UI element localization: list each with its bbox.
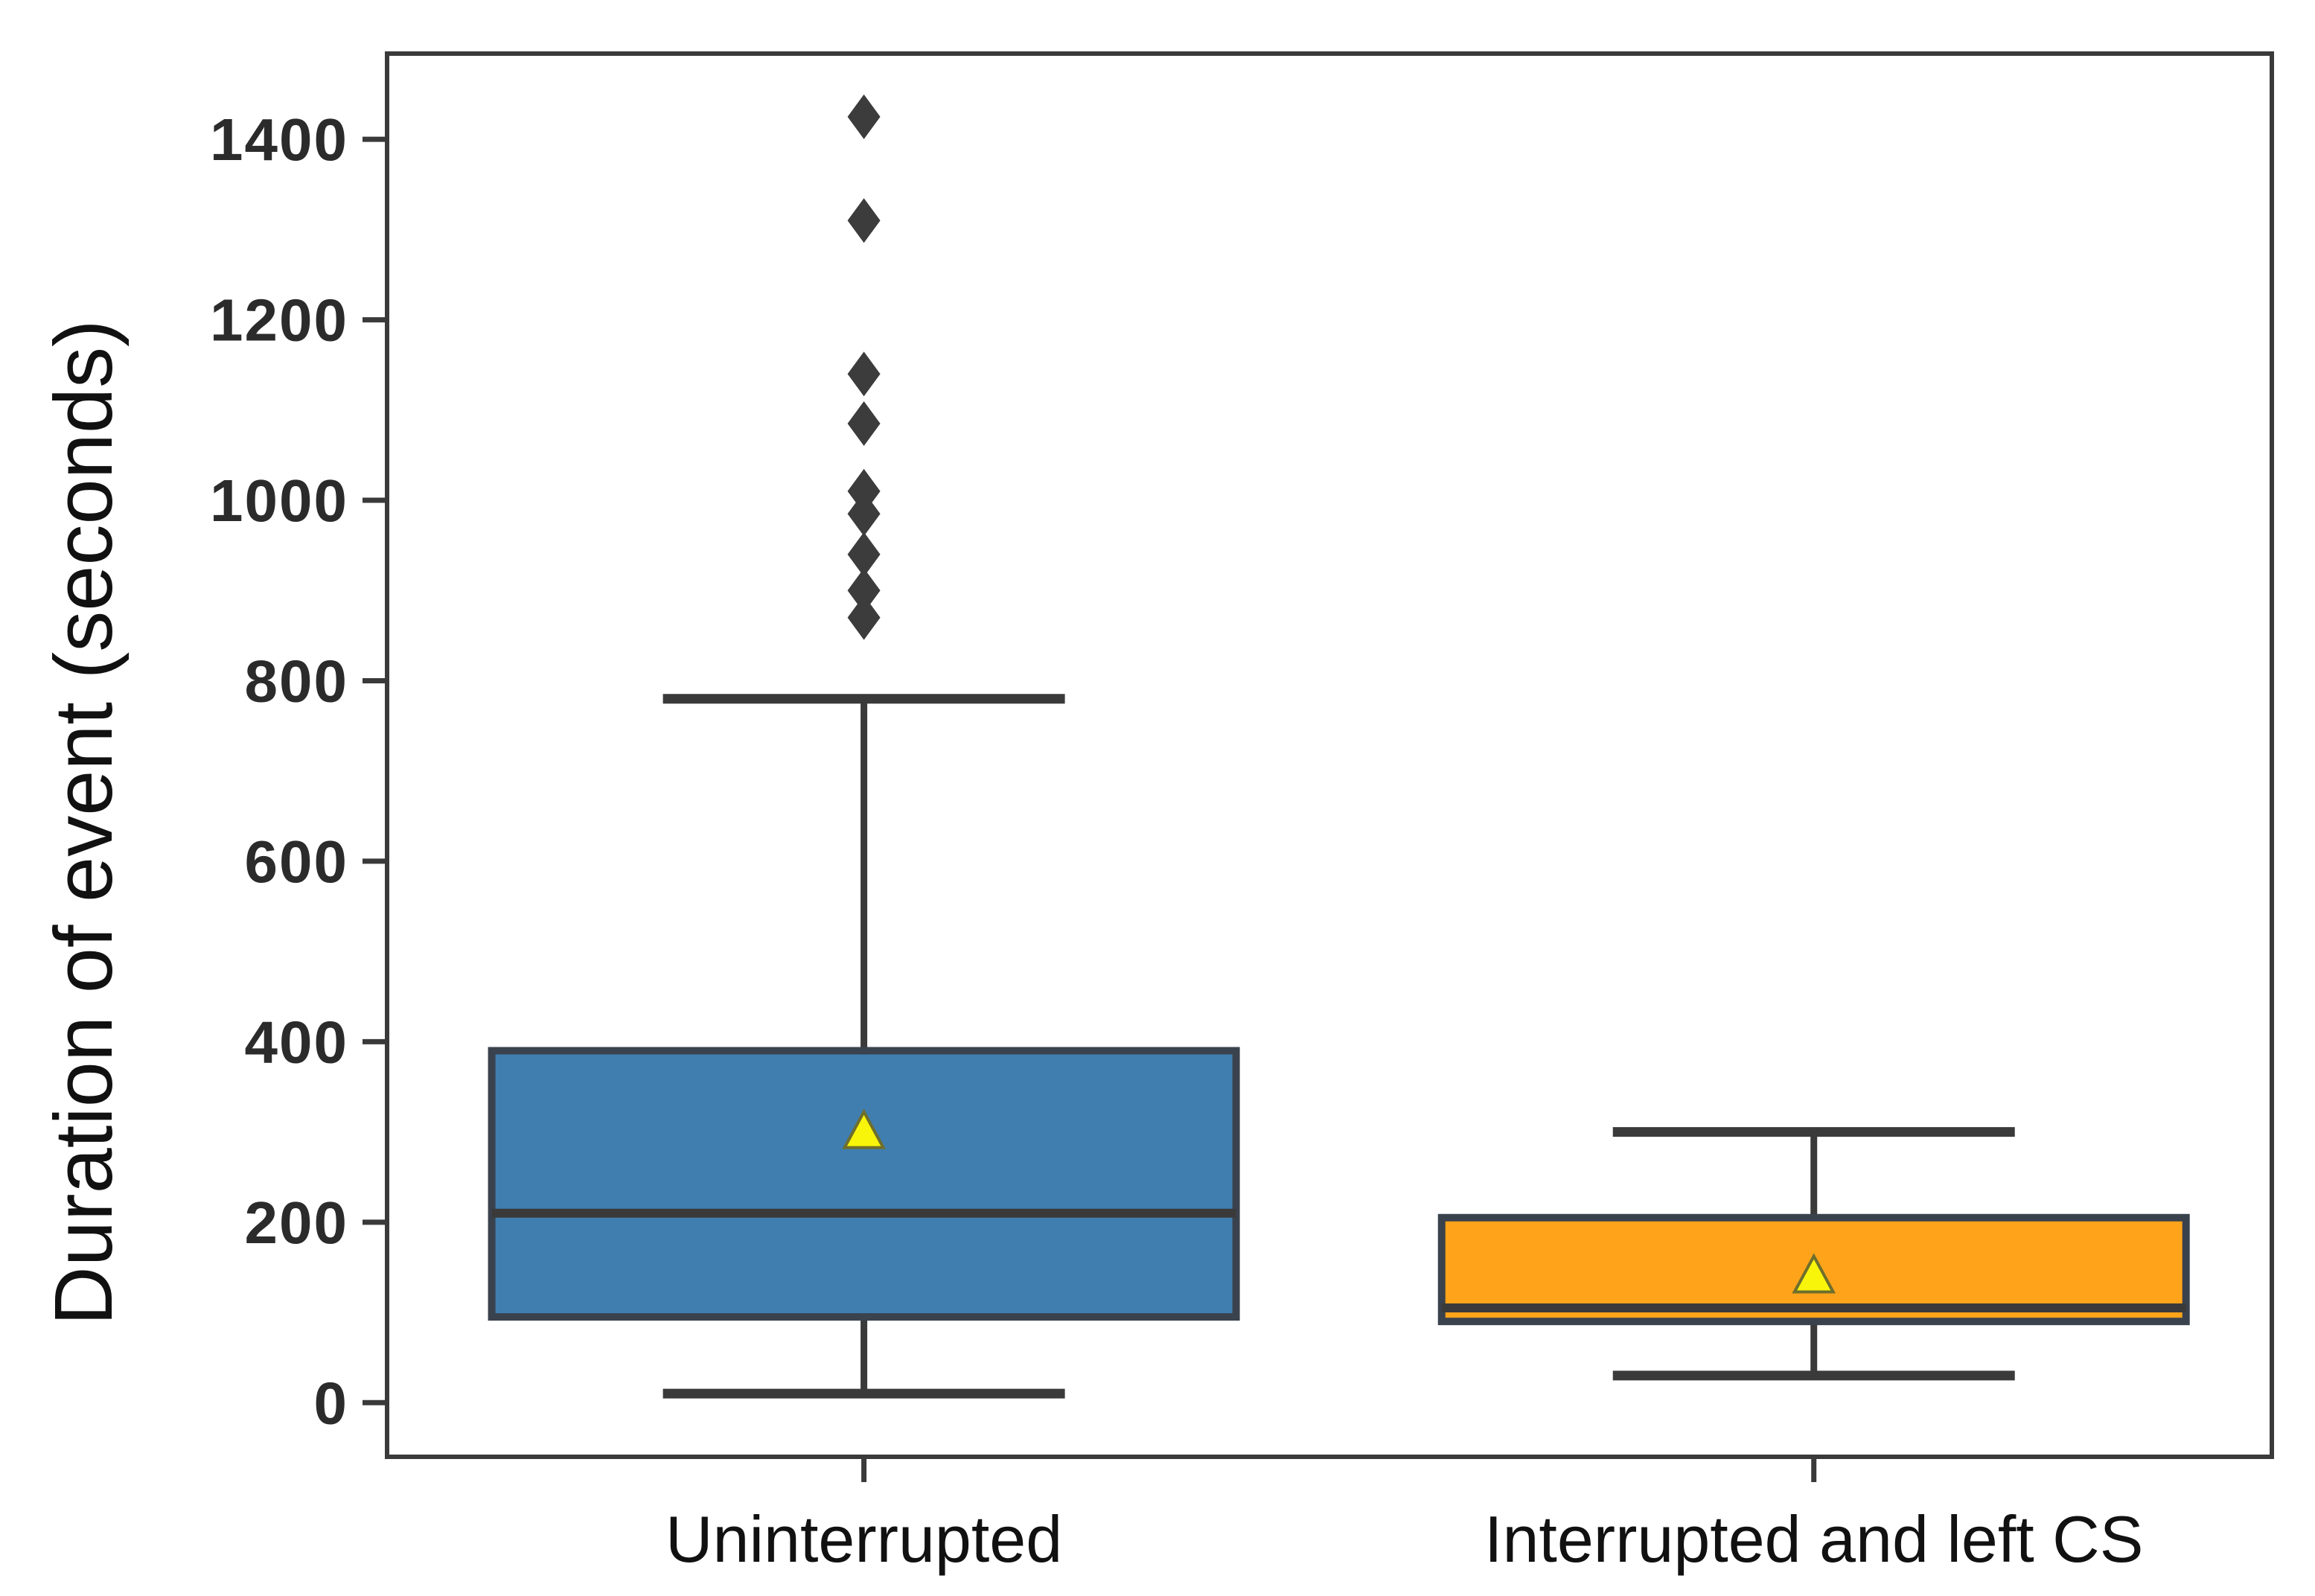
outlier-diamond-icon	[847, 532, 881, 577]
x-tick-label: Interrupted and left CS	[1484, 1502, 2143, 1576]
outlier-diamond-icon	[847, 401, 881, 447]
outlier-diamond-icon	[847, 568, 881, 613]
mean-marker-icon	[842, 1108, 886, 1149]
y-tick-label: 400	[245, 1009, 348, 1075]
outlier-diamond-icon	[847, 94, 881, 139]
outlier-diamond-icon	[847, 198, 881, 243]
outlier-diamond-icon	[847, 595, 881, 640]
outlier-diamond-icon	[847, 491, 881, 537]
mean-marker-icon	[1792, 1253, 1836, 1294]
y-tick-label: 1200	[210, 287, 348, 354]
outlier-diamond-icon	[847, 351, 881, 397]
y-tick-label: 600	[245, 829, 348, 895]
outlier-diamond-icon	[847, 468, 881, 514]
box-rect	[488, 1047, 1240, 1321]
y-tick-label: 1400	[210, 106, 348, 173]
y-tick-label: 1000	[210, 467, 348, 534]
plot-frame	[385, 51, 2274, 1459]
y-tick-label: 200	[245, 1190, 348, 1256]
x-tick-label: Uninterrupted	[665, 1502, 1062, 1576]
y-tick-label: 800	[245, 648, 348, 714]
y-axis-label: Duration of event (seconds)	[38, 319, 130, 1325]
y-tick-label: 0	[314, 1370, 349, 1436]
